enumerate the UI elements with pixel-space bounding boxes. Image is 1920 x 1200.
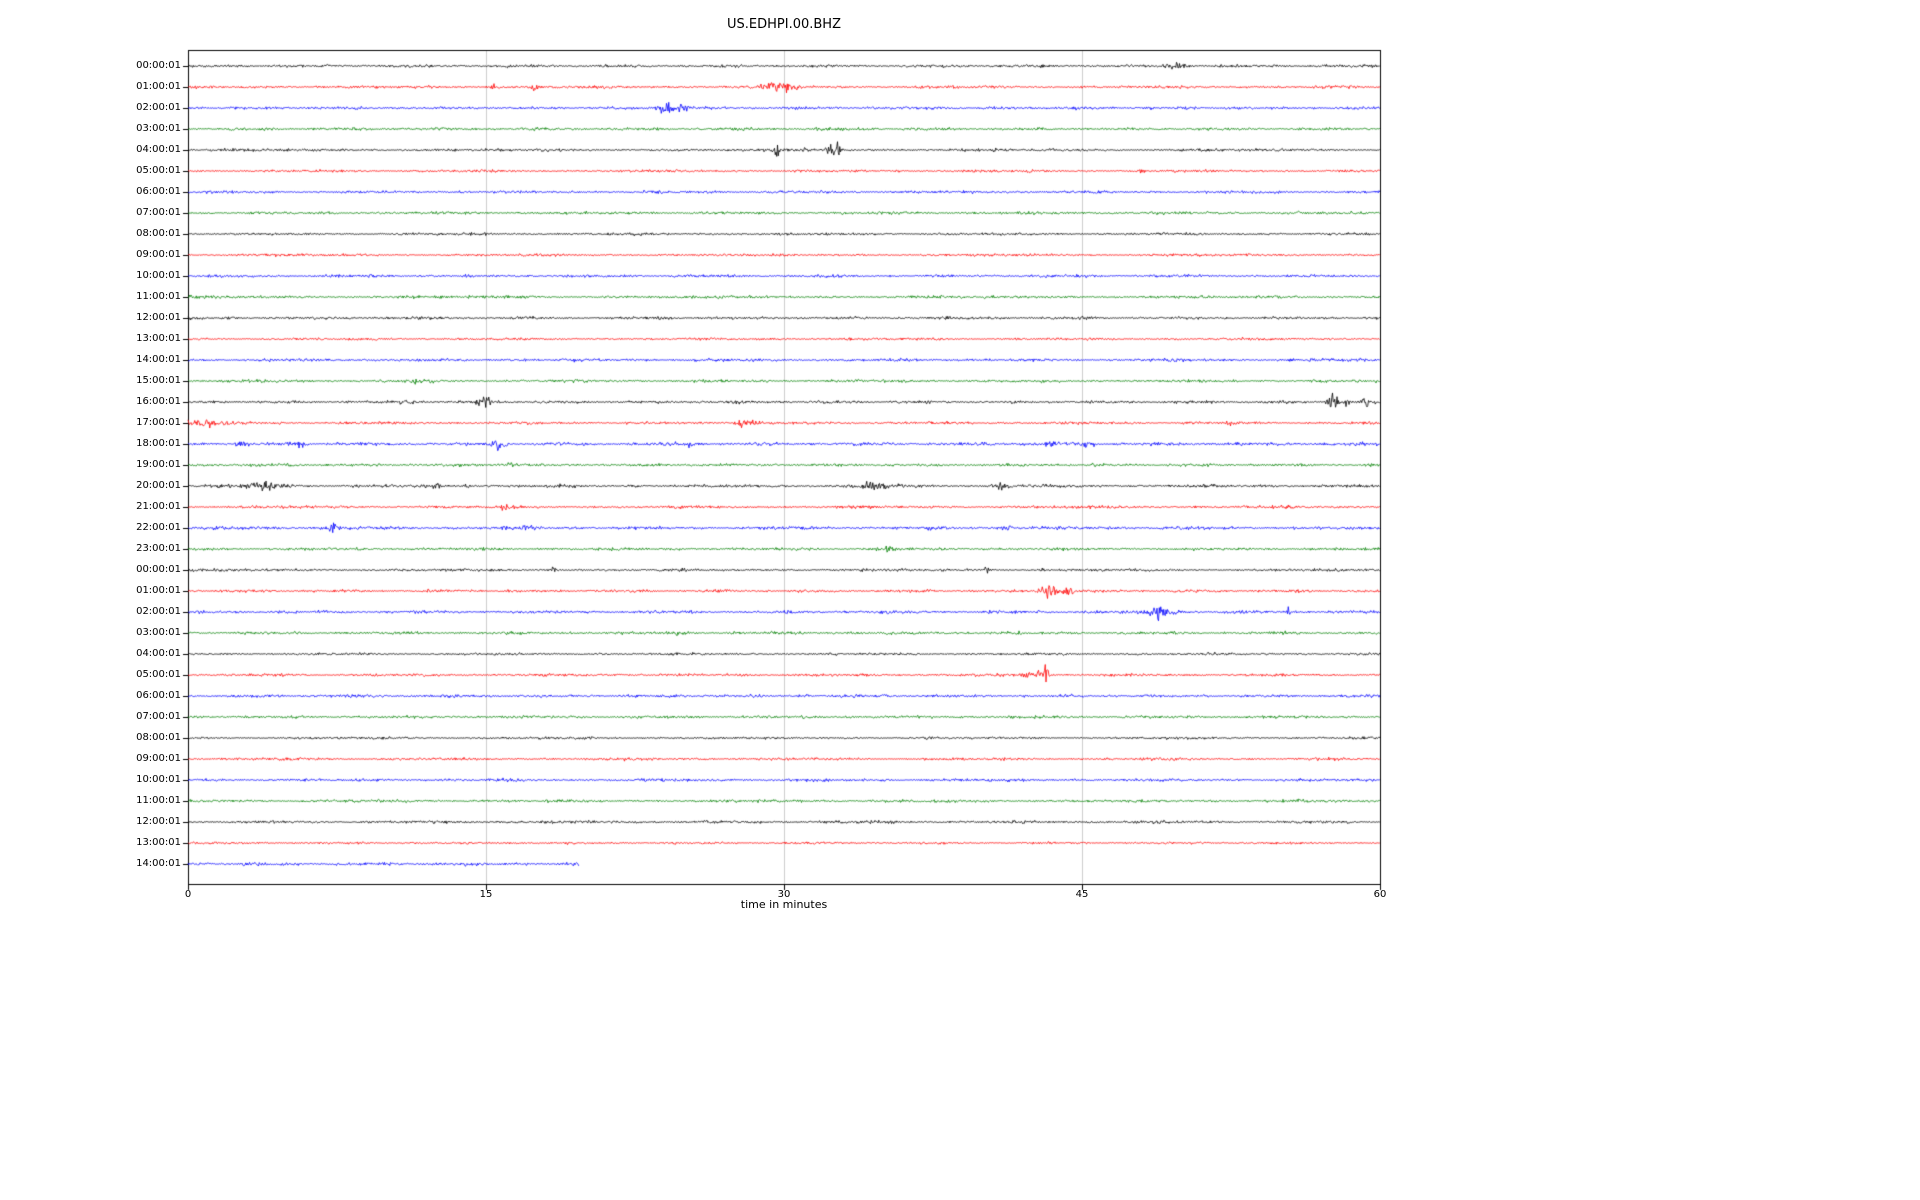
trace-time-label: 02:00:01 [136,606,181,617]
chart-title: US.EDHPI.00.BHZ [727,17,841,32]
trace-time-label: 11:00:01 [136,795,181,806]
trace-time-label: 08:00:01 [136,228,181,239]
trace-time-label: 13:00:01 [136,837,181,848]
x-tick-label: 30 [777,889,791,900]
x-tick-label: 15 [479,889,493,900]
trace-time-label: 05:00:01 [136,669,181,680]
trace-time-label: 14:00:01 [136,354,181,365]
trace-time-label: 21:00:01 [136,501,181,512]
trace-time-label: 09:00:01 [136,249,181,260]
trace-time-label: 03:00:01 [136,627,181,638]
trace-time-label: 02:00:01 [136,102,181,113]
x-axis-label: time in minutes [740,898,828,911]
trace-time-label: 06:00:01 [136,186,181,197]
trace-time-label: 00:00:01 [136,60,181,71]
trace-time-label: 10:00:01 [136,774,181,785]
trace-time-label: 00:00:01 [136,564,181,575]
trace-time-label: 20:00:01 [136,480,181,491]
trace-time-label: 07:00:01 [136,711,181,722]
trace-time-label: 23:00:01 [136,543,181,554]
trace-time-label: 18:00:01 [136,438,181,449]
trace-time-label: 04:00:01 [136,648,181,659]
trace-time-label: 08:00:01 [136,732,181,743]
trace-time-label: 05:00:01 [136,165,181,176]
trace-time-label: 14:00:01 [136,858,181,869]
trace-time-label: 11:00:01 [136,291,181,302]
trace-time-label: 17:00:01 [136,417,181,428]
trace-time-label: 07:00:01 [136,207,181,218]
trace-time-label: 06:00:01 [136,690,181,701]
trace-time-label: 13:00:01 [136,333,181,344]
trace-time-label: 01:00:01 [136,585,181,596]
trace-time-label: 10:00:01 [136,270,181,281]
trace-time-label: 22:00:01 [136,522,181,533]
trace-time-label: 19:00:01 [136,459,181,470]
trace-time-label: 15:00:01 [136,375,181,386]
trace-time-label: 01:00:01 [136,81,181,92]
trace-time-label: 12:00:01 [136,816,181,827]
trace-time-label: 12:00:01 [136,312,181,323]
x-tick-label: 0 [184,889,192,900]
trace-time-label: 03:00:01 [136,123,181,134]
x-tick-label: 45 [1075,889,1089,900]
trace-time-label: 09:00:01 [136,753,181,764]
trace-time-label: 04:00:01 [136,144,181,155]
trace-time-label: 16:00:01 [136,396,181,407]
x-tick-label: 60 [1373,889,1387,900]
